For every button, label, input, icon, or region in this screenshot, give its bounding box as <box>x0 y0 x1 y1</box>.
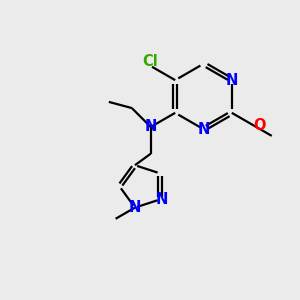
Text: O: O <box>253 118 265 133</box>
Text: N: N <box>226 73 238 88</box>
Text: Cl: Cl <box>143 54 158 69</box>
Text: N: N <box>197 122 210 137</box>
Text: N: N <box>155 192 167 207</box>
Text: N: N <box>129 200 141 215</box>
Text: N: N <box>145 119 157 134</box>
